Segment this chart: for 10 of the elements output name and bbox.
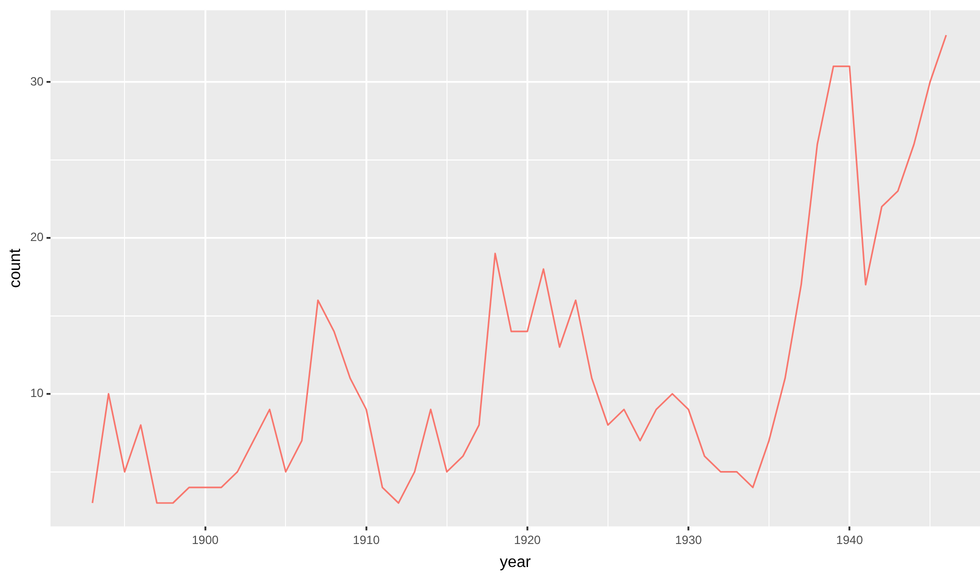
- x-tick-label: 1910: [352, 532, 380, 547]
- y-tick-label: 30: [30, 74, 44, 88]
- x-axis-title: year: [500, 554, 532, 571]
- y-axis-title: count: [7, 248, 24, 288]
- y-tick-label: 10: [30, 386, 44, 400]
- x-tick-label: 1930: [675, 532, 702, 547]
- x-tick-label: 1940: [836, 532, 864, 547]
- y-tick-label: 20: [30, 230, 44, 244]
- x-tick-label: 1920: [514, 532, 542, 547]
- x-tick-label: 1900: [192, 532, 219, 547]
